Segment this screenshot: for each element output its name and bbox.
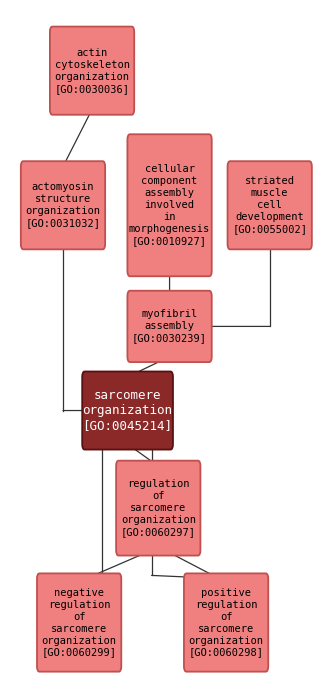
Text: myofibril
assembly
[GO:0030239]: myofibril assembly [GO:0030239] bbox=[132, 310, 207, 343]
Text: positive
regulation
of
sarcomere
organization
[GO:0060298]: positive regulation of sarcomere organiz… bbox=[189, 588, 264, 658]
Text: regulation
of
sarcomere
organization
[GO:0060297]: regulation of sarcomere organization [GO… bbox=[121, 479, 196, 537]
FancyBboxPatch shape bbox=[227, 162, 312, 250]
Text: cellular
component
assembly
involved
in
morphogenesis
[GO:0010927]: cellular component assembly involved in … bbox=[129, 164, 210, 246]
FancyBboxPatch shape bbox=[50, 26, 134, 114]
FancyBboxPatch shape bbox=[184, 573, 268, 672]
FancyBboxPatch shape bbox=[127, 135, 212, 277]
FancyBboxPatch shape bbox=[21, 162, 105, 250]
FancyBboxPatch shape bbox=[127, 291, 212, 362]
Text: sarcomere
organization
[GO:0045214]: sarcomere organization [GO:0045214] bbox=[83, 388, 172, 433]
FancyBboxPatch shape bbox=[37, 573, 121, 672]
Text: actin
cytoskeleton
organization
[GO:0030036]: actin cytoskeleton organization [GO:0030… bbox=[55, 48, 130, 94]
Text: striated
muscle
cell
development
[GO:0055002]: striated muscle cell development [GO:005… bbox=[232, 176, 307, 234]
FancyBboxPatch shape bbox=[82, 371, 173, 450]
Text: actomyosin
structure
organization
[GO:0031032]: actomyosin structure organization [GO:00… bbox=[26, 182, 100, 228]
Text: negative
regulation
of
sarcomere
organization
[GO:0060299]: negative regulation of sarcomere organiz… bbox=[42, 588, 117, 658]
FancyBboxPatch shape bbox=[116, 460, 200, 556]
